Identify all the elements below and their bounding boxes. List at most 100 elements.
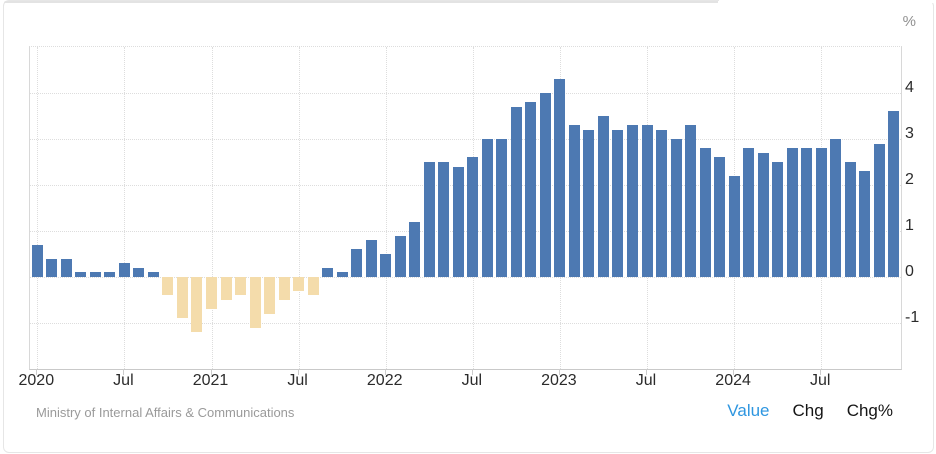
bar[interactable] (786, 148, 798, 277)
bar[interactable] (133, 268, 145, 277)
chart-card: % -1 0 1 2 3 4 2020 Jul 2021 Jul 2022 Jul 2023 Jul 20… (3, 0, 934, 453)
bar[interactable] (191, 277, 203, 332)
x-gridline (211, 47, 213, 369)
plot-area (29, 46, 902, 370)
bar[interactable] (438, 162, 450, 277)
bar[interactable] (728, 176, 740, 277)
bar[interactable] (496, 139, 508, 277)
bar[interactable] (467, 157, 479, 277)
bar[interactable] (626, 125, 638, 277)
x-axis-label: Jul (635, 372, 657, 389)
bar[interactable] (336, 272, 348, 277)
x-axis-tick (820, 369, 822, 375)
x-axis-label: 2023 (541, 372, 577, 389)
x-axis-tick (471, 369, 473, 375)
bar[interactable] (176, 277, 188, 318)
bar[interactable] (104, 272, 116, 277)
bar[interactable] (220, 277, 232, 300)
bar[interactable] (118, 263, 130, 277)
bar[interactable] (525, 102, 537, 277)
bar[interactable] (307, 277, 319, 295)
bar[interactable] (844, 162, 856, 277)
bar[interactable] (554, 79, 566, 277)
bar[interactable] (409, 222, 421, 277)
bar[interactable] (597, 116, 609, 277)
bar[interactable] (60, 259, 72, 277)
bar[interactable] (815, 148, 827, 277)
bar[interactable] (147, 272, 159, 277)
bar[interactable] (481, 139, 493, 277)
x-axis-label: Jul (287, 372, 308, 389)
y-axis-label: 0 (905, 263, 914, 280)
bar[interactable] (568, 125, 580, 277)
y-gridline (30, 93, 901, 94)
bar[interactable] (423, 162, 435, 277)
x-axis-tick (384, 369, 386, 375)
bar[interactable] (583, 130, 595, 277)
x-axis-tick (36, 369, 38, 375)
bar[interactable] (830, 139, 842, 277)
x-axis-tick (210, 369, 212, 375)
mode-value-button[interactable]: Value (727, 401, 770, 420)
bar[interactable] (685, 125, 696, 277)
bar[interactable] (670, 139, 682, 277)
bar[interactable] (365, 240, 377, 277)
y-axis-unit-label: % (902, 13, 916, 30)
bar[interactable] (293, 277, 305, 291)
x-axis-tick (646, 369, 647, 375)
bar[interactable] (510, 107, 522, 277)
x-gridline (37, 47, 39, 369)
y-gridline (30, 231, 901, 232)
x-axis-tick (297, 369, 299, 375)
y-axis-label: 2 (905, 171, 914, 188)
bar[interactable] (641, 125, 653, 277)
bar[interactable] (743, 148, 755, 277)
bar[interactable] (859, 171, 871, 277)
y-gridline (30, 139, 901, 140)
bar[interactable] (452, 167, 464, 277)
mode-chgpct-button[interactable]: Chg% (846, 401, 893, 420)
bar[interactable] (89, 272, 101, 277)
bar[interactable] (380, 254, 392, 277)
bar[interactable] (612, 130, 624, 277)
source-link[interactable]: Ministry of Internal Affairs & Communica… (36, 405, 295, 420)
x-axis-label: Jul (113, 372, 134, 389)
bar[interactable] (772, 162, 784, 277)
bar[interactable] (757, 153, 769, 277)
y-axis-label: 4 (905, 79, 914, 96)
bar[interactable] (699, 148, 711, 277)
bar[interactable] (873, 144, 885, 277)
x-axis-label: 2021 (192, 372, 229, 389)
bar[interactable] (351, 249, 363, 277)
x-axis-label: Jul (809, 372, 831, 389)
x-axis-tick (123, 369, 125, 375)
y-gridline (30, 277, 901, 278)
bar[interactable] (888, 111, 900, 277)
bar[interactable] (801, 148, 813, 277)
y-axis-label: 3 (905, 125, 914, 142)
bar[interactable] (656, 130, 667, 277)
bar[interactable] (162, 277, 174, 295)
y-gridline (30, 185, 901, 186)
x-gridline (385, 47, 387, 369)
x-gridline (298, 47, 300, 369)
y-gridline (30, 323, 901, 324)
bar[interactable] (235, 277, 246, 295)
bar[interactable] (206, 277, 217, 309)
mode-chg-button[interactable]: Chg (792, 401, 824, 420)
x-axis-label: 2020 (18, 372, 55, 389)
bar[interactable] (539, 93, 551, 277)
bar[interactable] (264, 277, 275, 314)
bar[interactable] (394, 236, 406, 277)
x-axis-label: Jul (461, 372, 483, 389)
bar[interactable] (249, 277, 261, 328)
bar[interactable] (278, 277, 290, 300)
bar[interactable] (322, 268, 334, 277)
bar[interactable] (75, 272, 87, 277)
y-axis-label: 1 (905, 217, 914, 234)
bar[interactable] (31, 245, 43, 277)
y-axis-label: -1 (905, 309, 920, 326)
x-axis-tick (733, 369, 735, 375)
bar[interactable] (46, 259, 58, 277)
bar[interactable] (714, 157, 725, 277)
